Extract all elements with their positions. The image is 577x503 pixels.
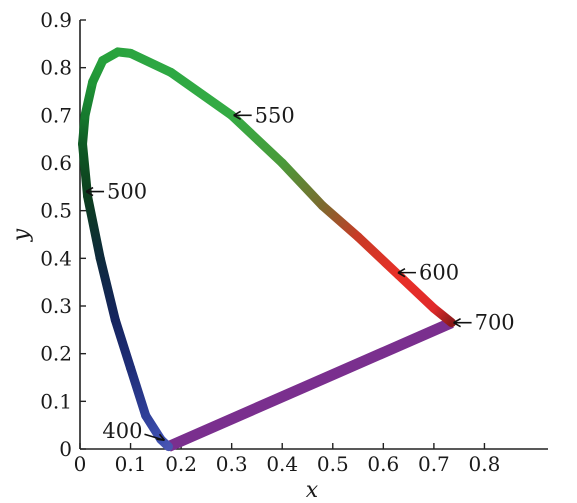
locus-segment <box>394 270 439 313</box>
ticks: 0 0.1 0.2 0.3 0.4 0.5 0.6 0.7 0.8 0 0.1 0.2 0.3 0.4 0.… <box>40 8 500 476</box>
axes <box>79 20 548 450</box>
y-tick-label: 0.1 <box>40 389 72 413</box>
wavelength-label: 500 <box>107 180 147 204</box>
locus-segment <box>429 303 457 328</box>
locus-segment <box>83 191 105 263</box>
locus-segment <box>141 411 166 444</box>
wavelength-label: 400 <box>102 419 142 443</box>
x-tick-label: 0.3 <box>216 452 248 476</box>
locus-segment <box>110 315 136 373</box>
y-tick-label: 0.9 <box>40 8 72 32</box>
x-tick-label: 0.2 <box>165 452 197 476</box>
annotation-arrowhead <box>397 267 406 278</box>
locus-segment <box>277 158 328 211</box>
locus-segment <box>126 48 176 77</box>
x-tick-label: 0.4 <box>266 452 298 476</box>
y-tick-label: 0.4 <box>40 246 72 270</box>
y-tick-label: 0.3 <box>40 294 72 318</box>
locus-segment <box>353 232 403 280</box>
y-tick-label: 0.8 <box>40 56 72 80</box>
y-tick-label: 0 <box>59 437 72 461</box>
wavelength-label: 600 <box>419 261 459 285</box>
annotation-arrowhead <box>453 317 461 328</box>
wavelength-label: 700 <box>475 311 515 335</box>
x-tick-label: 0.7 <box>418 452 450 476</box>
x-axis-title: x <box>306 478 319 503</box>
x-tick-label: 0.6 <box>367 452 399 476</box>
x-tick-label: 0.5 <box>317 452 349 476</box>
line-of-purples <box>166 317 454 452</box>
y-axis-title: y <box>9 228 34 242</box>
locus-segment <box>166 67 237 120</box>
locus-segment <box>78 110 90 149</box>
x-tick-label: 0 <box>74 452 87 476</box>
annotation-arrowhead <box>233 110 242 121</box>
x-tick-label: 0.1 <box>115 452 147 476</box>
locus-segment <box>126 363 151 421</box>
annotation-arrowhead <box>85 186 94 197</box>
locus-segment <box>95 253 120 325</box>
locus-segment <box>227 110 287 168</box>
y-tick-label: 0.2 <box>40 342 72 366</box>
wavelength-annotations: 400 500 550 600 700 <box>85 103 515 443</box>
x-tick-label: 0.8 <box>469 452 501 476</box>
wavelength-label: 550 <box>255 103 295 127</box>
y-tick-label: 0.7 <box>40 103 72 127</box>
y-tick-label: 0.6 <box>40 151 72 175</box>
locus-segment <box>78 139 93 201</box>
spectral-locus <box>78 47 457 452</box>
locus-segment <box>80 77 98 120</box>
locus-segment <box>318 201 363 242</box>
annotation-arrowhead <box>156 433 166 442</box>
y-tick-label: 0.5 <box>40 199 72 223</box>
